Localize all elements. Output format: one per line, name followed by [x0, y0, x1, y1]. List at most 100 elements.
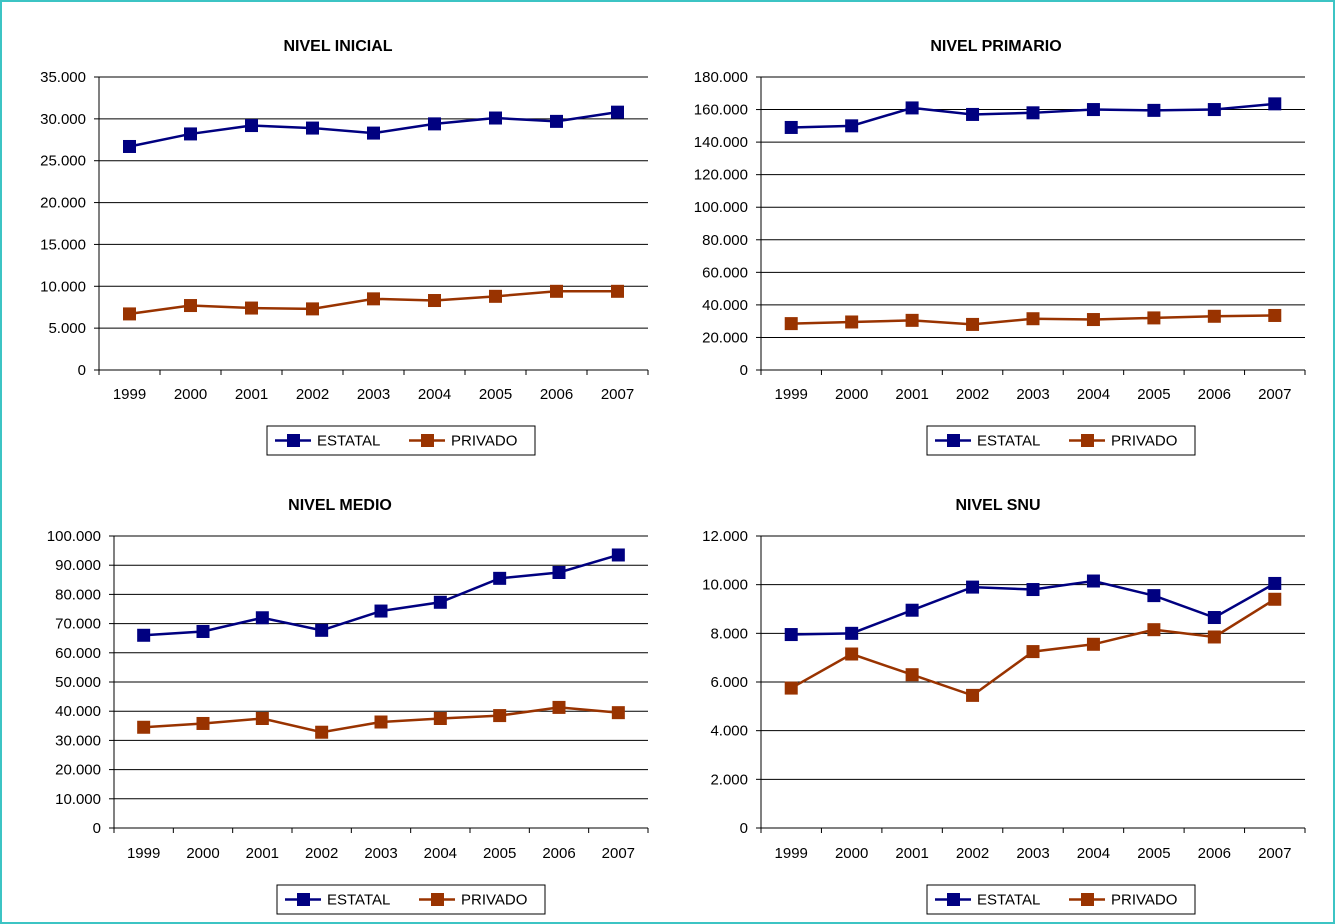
- data-point-estatal: [1026, 106, 1040, 120]
- legend-box: [926, 884, 1196, 915]
- x-tick-label: 2000: [835, 386, 868, 403]
- data-point-privado: [552, 700, 566, 714]
- data-point-privado: [1268, 308, 1282, 322]
- data-point-privado: [196, 716, 210, 730]
- data-point-estatal: [428, 117, 441, 131]
- y-tick-label: 20.000: [55, 762, 101, 779]
- x-tick-label: 2002: [956, 845, 989, 862]
- legend-marker-privado: [421, 434, 434, 447]
- x-tick-label: 2004: [424, 845, 457, 862]
- y-tick-label: 120.000: [694, 167, 748, 184]
- data-point-estatal: [1086, 103, 1100, 117]
- legend-marker-estatal: [287, 434, 300, 447]
- legend-marker-privado: [431, 893, 444, 906]
- data-point-estatal: [255, 611, 269, 625]
- x-tick-label: 2007: [1258, 386, 1291, 403]
- y-tick-label: 0: [740, 820, 748, 837]
- data-point-privado: [611, 284, 624, 298]
- legend: ESTATAL PRIVADO: [926, 425, 1196, 456]
- legend-label-privado: PRIVADO: [461, 892, 527, 909]
- chart-snu: NIVEL SNU 0 2.000 4.000 6.000 8.000 10.000 12.0…: [702, 497, 1306, 915]
- y-tick-label: 160.000: [694, 102, 748, 119]
- data-point-estatal: [123, 139, 136, 153]
- y-tick-label: 0: [78, 362, 86, 379]
- legend-box: [266, 425, 536, 456]
- data-point-estatal: [137, 628, 151, 642]
- x-tick-label: 1999: [775, 386, 808, 403]
- y-tick-label: 2.000: [710, 771, 748, 788]
- chart-title: NIVEL MEDIO: [288, 497, 392, 514]
- legend-label-privado: PRIVADO: [1111, 433, 1177, 450]
- y-tick-label: 80.000: [55, 586, 101, 603]
- data-point-privado: [966, 688, 980, 702]
- data-point-estatal: [611, 548, 625, 562]
- x-tick-label: 2004: [1077, 386, 1110, 403]
- legend-label-estatal: ESTATAL: [327, 892, 390, 909]
- data-point-privado: [489, 289, 502, 303]
- legend-marker-estatal: [947, 893, 960, 906]
- data-point-estatal: [1086, 574, 1100, 588]
- data-point-privado: [905, 313, 919, 327]
- data-point-estatal: [1207, 103, 1221, 117]
- x-tick-label: 2004: [418, 386, 451, 403]
- x-tick-label: 1999: [775, 845, 808, 862]
- chart-title: NIVEL SNU: [955, 497, 1040, 514]
- data-point-estatal: [905, 101, 919, 115]
- y-tick-label: 90.000: [55, 557, 101, 574]
- data-point-estatal: [245, 119, 258, 133]
- data-point-estatal: [845, 626, 859, 640]
- x-tick-label: 2002: [296, 386, 329, 403]
- y-tick-label: 20.000: [702, 329, 748, 346]
- data-point-privado: [1026, 312, 1040, 326]
- y-tick-label: 140.000: [694, 134, 748, 151]
- legend-marker-privado: [1081, 893, 1094, 906]
- data-point-privado: [137, 720, 151, 734]
- data-point-estatal: [196, 624, 210, 638]
- legend-label-estatal: ESTATAL: [977, 433, 1040, 450]
- data-point-estatal: [550, 114, 563, 128]
- data-point-estatal: [1026, 583, 1040, 597]
- y-tick-label: 5.000: [48, 320, 86, 337]
- legend: ESTATAL PRIVADO: [926, 884, 1196, 915]
- data-point-estatal: [374, 604, 388, 618]
- data-point-privado: [493, 709, 507, 723]
- legend-marker-privado: [1081, 434, 1094, 447]
- y-tick-label: 20.000: [40, 195, 86, 212]
- data-point-privado: [184, 299, 197, 313]
- x-tick-label: 2001: [895, 386, 928, 403]
- y-tick-label: 10.000: [55, 791, 101, 808]
- data-point-estatal: [493, 571, 507, 585]
- data-point-privado: [905, 668, 919, 682]
- x-tick-label: 2001: [895, 845, 928, 862]
- legend-marker-estatal: [297, 893, 310, 906]
- y-tick-label: 12.000: [702, 528, 748, 545]
- data-point-privado: [784, 317, 798, 331]
- y-tick-label: 8.000: [710, 625, 748, 642]
- data-point-estatal: [611, 105, 624, 119]
- data-point-privado: [315, 725, 329, 739]
- x-tick-label: 2000: [186, 845, 219, 862]
- y-tick-label: 100.000: [47, 528, 101, 545]
- y-tick-label: 60.000: [55, 645, 101, 662]
- data-point-privado: [1147, 311, 1161, 325]
- data-point-privado: [611, 706, 625, 720]
- x-tick-label: 2006: [540, 386, 573, 403]
- x-tick-label: 2007: [601, 386, 634, 403]
- y-tick-label: 40.000: [55, 703, 101, 720]
- data-point-privado: [1207, 630, 1221, 644]
- data-point-estatal: [1207, 611, 1221, 625]
- legend: ESTATAL PRIVADO: [276, 884, 546, 915]
- chart-medio: NIVEL MEDIO 0 10.000 20.000 30.000 40.000 50.0…: [47, 497, 649, 915]
- data-point-estatal: [1147, 103, 1161, 117]
- y-tick-label: 35.000: [40, 69, 86, 86]
- data-point-privado: [367, 292, 380, 306]
- data-point-privado: [845, 647, 859, 661]
- data-point-estatal: [367, 126, 380, 140]
- x-tick-label: 2002: [305, 845, 338, 862]
- y-tick-label: 4.000: [710, 723, 748, 740]
- legend: ESTATAL PRIVADO: [266, 425, 536, 456]
- data-point-estatal: [845, 119, 859, 133]
- legend-label-estatal: ESTATAL: [317, 433, 380, 450]
- data-point-estatal: [966, 580, 980, 594]
